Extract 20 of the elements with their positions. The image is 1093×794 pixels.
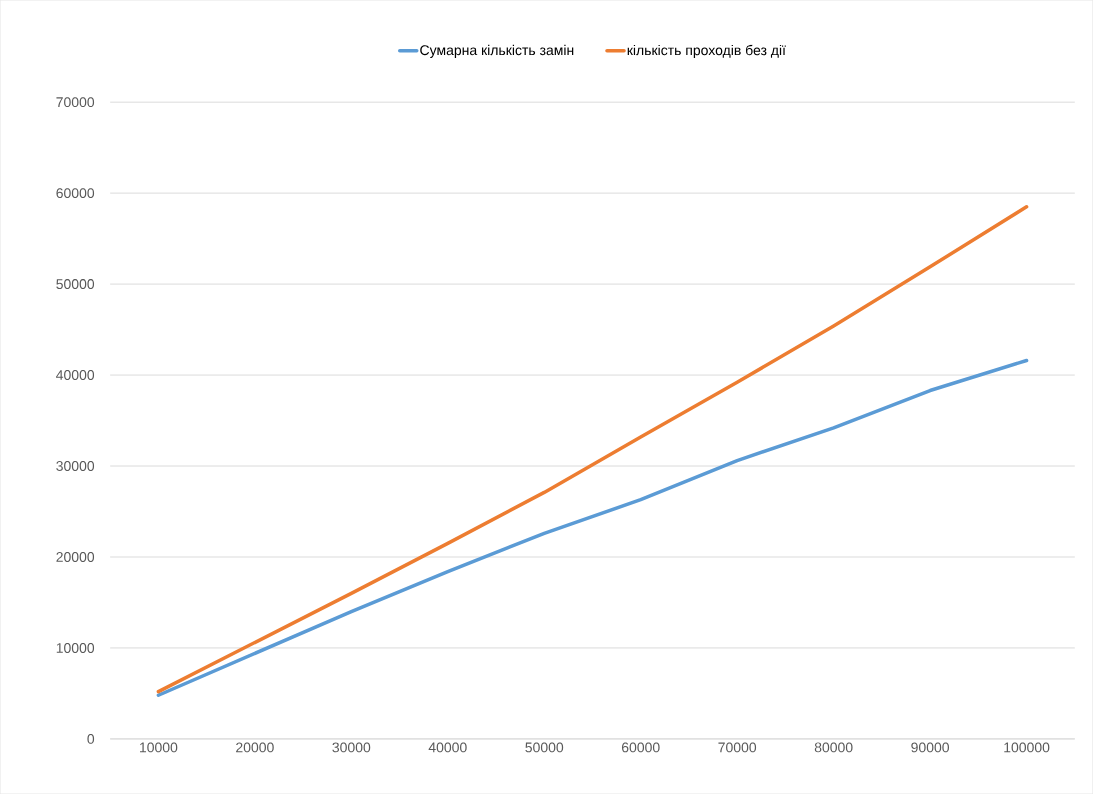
y-tick-label: 60000 — [56, 188, 95, 199]
y-tick-label: 10000 — [56, 642, 95, 653]
x-tick-label: 40000 — [428, 742, 467, 753]
y-tick-label: 70000 — [56, 97, 95, 108]
x-tick-label: 20000 — [236, 742, 274, 753]
x-tick-label: 70000 — [718, 742, 757, 753]
x-tick-label: 80000 — [814, 742, 853, 753]
legend-label: кількість проходів без дії — [627, 44, 786, 58]
x-tick-label: 60000 — [621, 742, 660, 753]
y-tick-label: 20000 — [56, 551, 95, 562]
x-tick-label: 90000 — [911, 742, 950, 753]
x-tick-label: 10000 — [140, 742, 178, 753]
y-tick-label: 40000 — [56, 370, 95, 380]
y-tick-label: 50000 — [56, 279, 95, 289]
legend-label: Сумарна кількість замін — [420, 44, 574, 58]
y-tick-label: 30000 — [56, 461, 95, 471]
x-tick-label: 30000 — [332, 742, 371, 753]
y-tick-label: 0 — [87, 733, 95, 744]
x-tick-label: 100000 — [1004, 742, 1050, 753]
x-tick-label: 50000 — [525, 742, 564, 753]
